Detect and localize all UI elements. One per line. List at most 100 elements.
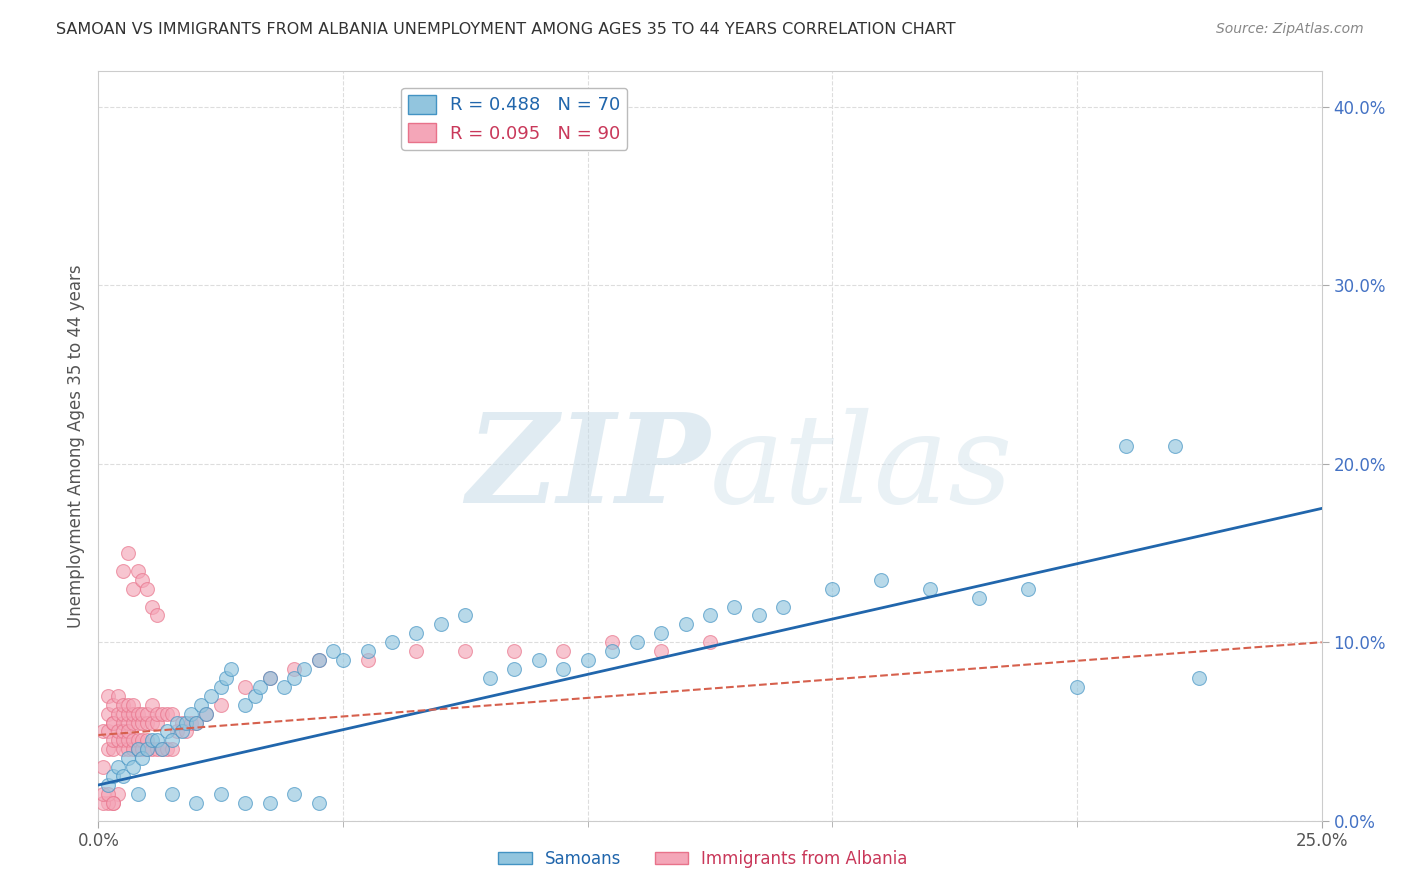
Point (117, 715, 139, 730)
Point (308, 653, 330, 667)
Point (249, 680, 271, 694)
Point (259, 671, 281, 685)
Point (101, 715, 124, 730)
Point (478, 671, 501, 685)
Point (127, 787, 149, 801)
Point (97, 796, 120, 810)
Point (146, 608, 169, 623)
Point (131, 733, 153, 747)
Point (131, 715, 153, 730)
Point (259, 671, 281, 685)
Point (430, 617, 453, 632)
Point (967, 591, 990, 605)
Point (156, 742, 179, 756)
Point (111, 742, 134, 756)
Point (243, 689, 266, 703)
Point (146, 706, 169, 721)
Point (233, 698, 256, 712)
Point (650, 644, 672, 658)
Point (180, 706, 202, 721)
Point (308, 796, 330, 810)
Point (332, 653, 354, 667)
Point (117, 546, 139, 560)
Point (136, 742, 159, 756)
Point (136, 715, 159, 730)
Point (166, 715, 188, 730)
Point (190, 698, 212, 712)
Point (156, 706, 179, 721)
Point (233, 680, 256, 694)
Text: atlas: atlas (710, 408, 1014, 529)
Point (107, 733, 129, 747)
Point (127, 564, 149, 578)
Point (209, 698, 232, 712)
Point (111, 706, 134, 721)
Point (97, 689, 120, 703)
Text: SAMOAN VS IMMIGRANTS FROM ALBANIA UNEMPLOYMENT AMONG AGES 35 TO 44 YEARS CORRELA: SAMOAN VS IMMIGRANTS FROM ALBANIA UNEMPL… (56, 22, 956, 37)
Point (772, 599, 794, 614)
Point (283, 662, 305, 676)
Point (107, 724, 129, 739)
Point (101, 698, 124, 712)
Point (322, 644, 344, 658)
Point (920, 582, 942, 596)
Point (117, 733, 139, 747)
Text: ZIP: ZIP (467, 408, 710, 529)
Point (101, 715, 124, 730)
Point (97, 787, 120, 801)
Point (576, 653, 599, 667)
Point (141, 733, 163, 747)
Point (131, 706, 153, 721)
Point (111, 698, 134, 712)
Point (170, 724, 193, 739)
Point (160, 787, 183, 801)
Point (195, 706, 218, 721)
Point (121, 698, 143, 712)
Point (111, 564, 134, 578)
Point (870, 573, 893, 587)
Point (214, 671, 236, 685)
Point (209, 787, 232, 801)
Point (127, 706, 149, 721)
Point (107, 706, 129, 721)
Point (146, 715, 169, 730)
Point (131, 573, 153, 587)
Point (97, 742, 120, 756)
Point (121, 733, 143, 747)
Point (1164, 439, 1187, 453)
Point (127, 742, 149, 756)
Point (121, 742, 143, 756)
Point (111, 715, 134, 730)
Point (101, 769, 124, 783)
Point (748, 608, 770, 623)
Point (186, 796, 208, 810)
Point (283, 787, 305, 801)
Point (170, 715, 193, 730)
Point (117, 698, 139, 712)
Point (454, 608, 477, 623)
Point (600, 644, 623, 658)
Point (219, 662, 242, 676)
Point (131, 751, 153, 765)
Point (101, 742, 124, 756)
Point (101, 733, 124, 747)
Point (186, 715, 208, 730)
Point (97, 778, 120, 792)
Point (111, 724, 134, 739)
Point (101, 796, 124, 810)
Point (1115, 439, 1137, 453)
Point (160, 742, 183, 756)
Point (141, 698, 163, 712)
Point (146, 733, 169, 747)
Point (381, 635, 404, 649)
Legend: Samoans, Immigrants from Albania: Samoans, Immigrants from Albania (492, 844, 914, 875)
Y-axis label: Unemployment Among Ages 35 to 44 years: Unemployment Among Ages 35 to 44 years (66, 264, 84, 628)
Point (527, 653, 550, 667)
Point (405, 626, 427, 640)
Point (136, 733, 159, 747)
Point (150, 742, 173, 756)
Point (91, 724, 114, 739)
Point (127, 742, 149, 756)
Point (233, 796, 256, 810)
Point (121, 706, 143, 721)
